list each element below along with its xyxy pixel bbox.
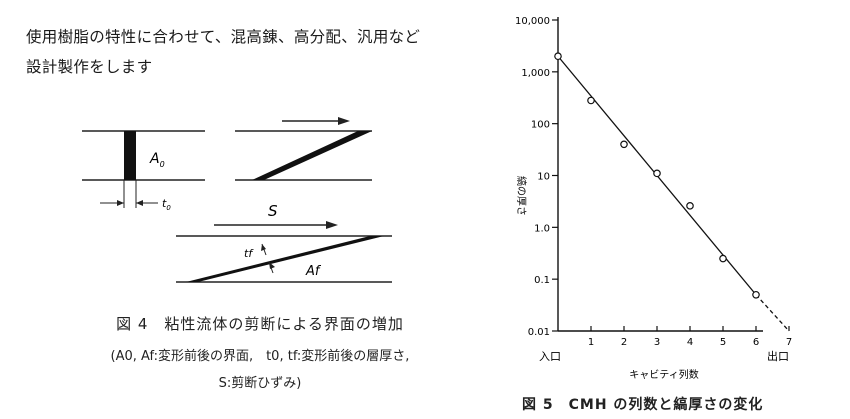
sheared-sketch-small — [235, 117, 372, 181]
figure4-caption-line2: (A0, Af:変形前後の界面, t0, tf:変形前後の層厚さ, — [110, 349, 410, 364]
x-tick-label: 2 — [621, 337, 627, 348]
shear-diagram: A0 t0 S tf Af — [82, 117, 392, 283]
initial-stripe — [124, 131, 136, 180]
y-tick-label: 1.0 — [534, 223, 550, 234]
y-tick-label: 0.01 — [528, 327, 550, 338]
x-tick-label: 5 — [720, 337, 726, 348]
y-axis-title: 縞の厚さ — [515, 176, 528, 216]
data-point — [686, 202, 694, 210]
y-tick-label: 10,000 — [515, 16, 550, 27]
y-tick-label: 10 — [537, 172, 550, 183]
label-a0-sub: 0 — [160, 160, 165, 169]
x-tick-label: 3 — [654, 337, 660, 348]
exit-label: 出口 — [767, 349, 789, 363]
entry-label: 入口 — [539, 350, 561, 363]
label-t0-sub: 0 — [166, 204, 171, 212]
data-point — [653, 169, 661, 178]
x-axis-ticks: 1 2 3 4 5 6 7 — [588, 326, 792, 348]
figure5-caption: 図 5 CMH の列数と縞厚さの変化 — [522, 397, 764, 413]
x-tick-label: 6 — [753, 337, 759, 348]
sheared-stripe-small — [252, 131, 372, 180]
x-axis-title: キャビティ列数 — [629, 368, 698, 381]
label-a0-main: A — [149, 151, 160, 167]
figure4-caption-title: 図 4 粘性流体の剪断による界面の増加 — [116, 315, 404, 333]
data-point — [620, 140, 628, 149]
data-point — [752, 290, 760, 299]
intro-text: 使用樹脂の特性に合わせて、混高錬、高分配、汎用など 設計製作をします — [26, 22, 506, 82]
label-t0-main: t — [162, 197, 167, 210]
label-tf: tf — [244, 247, 254, 260]
data-points — [554, 52, 760, 299]
x-tick-label: 7 — [786, 337, 792, 348]
data-point — [719, 254, 727, 263]
data-point — [554, 52, 562, 61]
y-axis-ticks: 0.01 0.1 1.0 10 100 1,000 10,000 — [515, 16, 558, 338]
extrapolation-line — [755, 294, 790, 332]
x-tick-label: 1 — [588, 337, 594, 348]
label-a0: A0 — [149, 151, 165, 169]
intro-line-1: 使用樹脂の特性に合わせて、混高錬、高分配、汎用など — [26, 28, 421, 46]
sheared-sketch-large: S tf Af — [176, 202, 392, 283]
x-tick-label: 4 — [687, 337, 693, 348]
y-tick-label: 1,000 — [521, 68, 550, 79]
y-tick-label: 100 — [531, 120, 550, 131]
initial-layer-sketch: A0 t0 — [82, 130, 205, 212]
data-point — [587, 96, 595, 105]
label-af: Af — [305, 264, 322, 279]
intro-line-2: 設計製作をします — [26, 58, 153, 76]
y-tick-label: 0.1 — [534, 275, 550, 286]
figure4-caption-line3: S:剪断ひずみ) — [218, 376, 302, 391]
label-s: S — [268, 202, 278, 220]
label-t0: t0 — [162, 197, 171, 212]
sheared-stripe-large — [186, 236, 384, 282]
